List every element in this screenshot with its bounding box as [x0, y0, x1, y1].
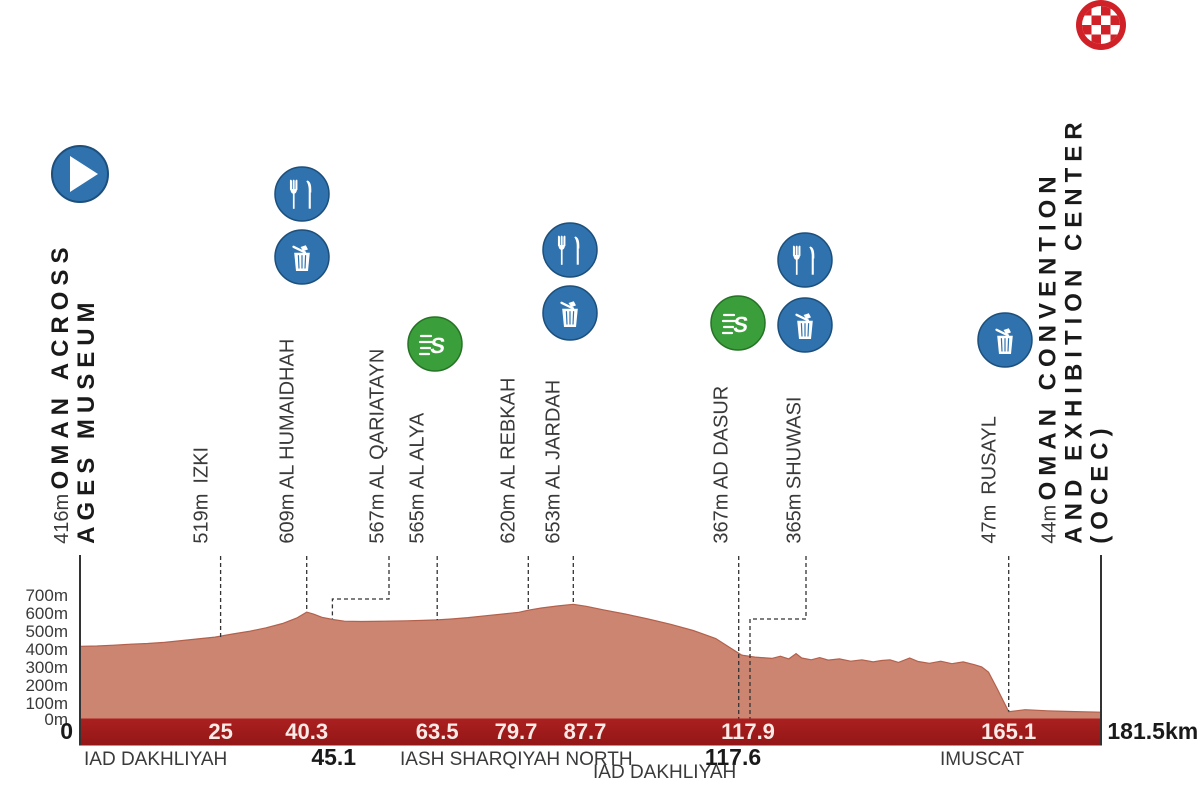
svg-text:600m: 600m — [25, 604, 68, 623]
svg-text:500m: 500m — [25, 622, 68, 641]
svg-text:200m: 200m — [25, 676, 68, 695]
svg-text:IAD DAKHLIYAH: IAD DAKHLIYAH — [84, 749, 227, 770]
svg-text:IAD DAKHLIYAH: IAD DAKHLIYAH — [593, 762, 736, 783]
svg-text:0: 0 — [60, 718, 73, 744]
svg-text:45.1: 45.1 — [311, 744, 356, 770]
svg-text:165.1: 165.1 — [981, 719, 1036, 744]
svg-text:63.5: 63.5 — [416, 719, 459, 744]
svg-text:79.7: 79.7 — [495, 719, 538, 744]
svg-text:25: 25 — [208, 719, 232, 744]
svg-text:400m: 400m — [25, 640, 68, 659]
svg-text:40.3: 40.3 — [285, 719, 328, 744]
svg-text:300m: 300m — [25, 658, 68, 677]
svg-text:117.9: 117.9 — [721, 719, 775, 744]
svg-text:87.7: 87.7 — [564, 719, 607, 744]
svg-text:700m: 700m — [25, 586, 68, 605]
svg-text:IMUSCAT: IMUSCAT — [940, 749, 1024, 770]
svg-text:181.5km: 181.5km — [1101, 718, 1198, 744]
